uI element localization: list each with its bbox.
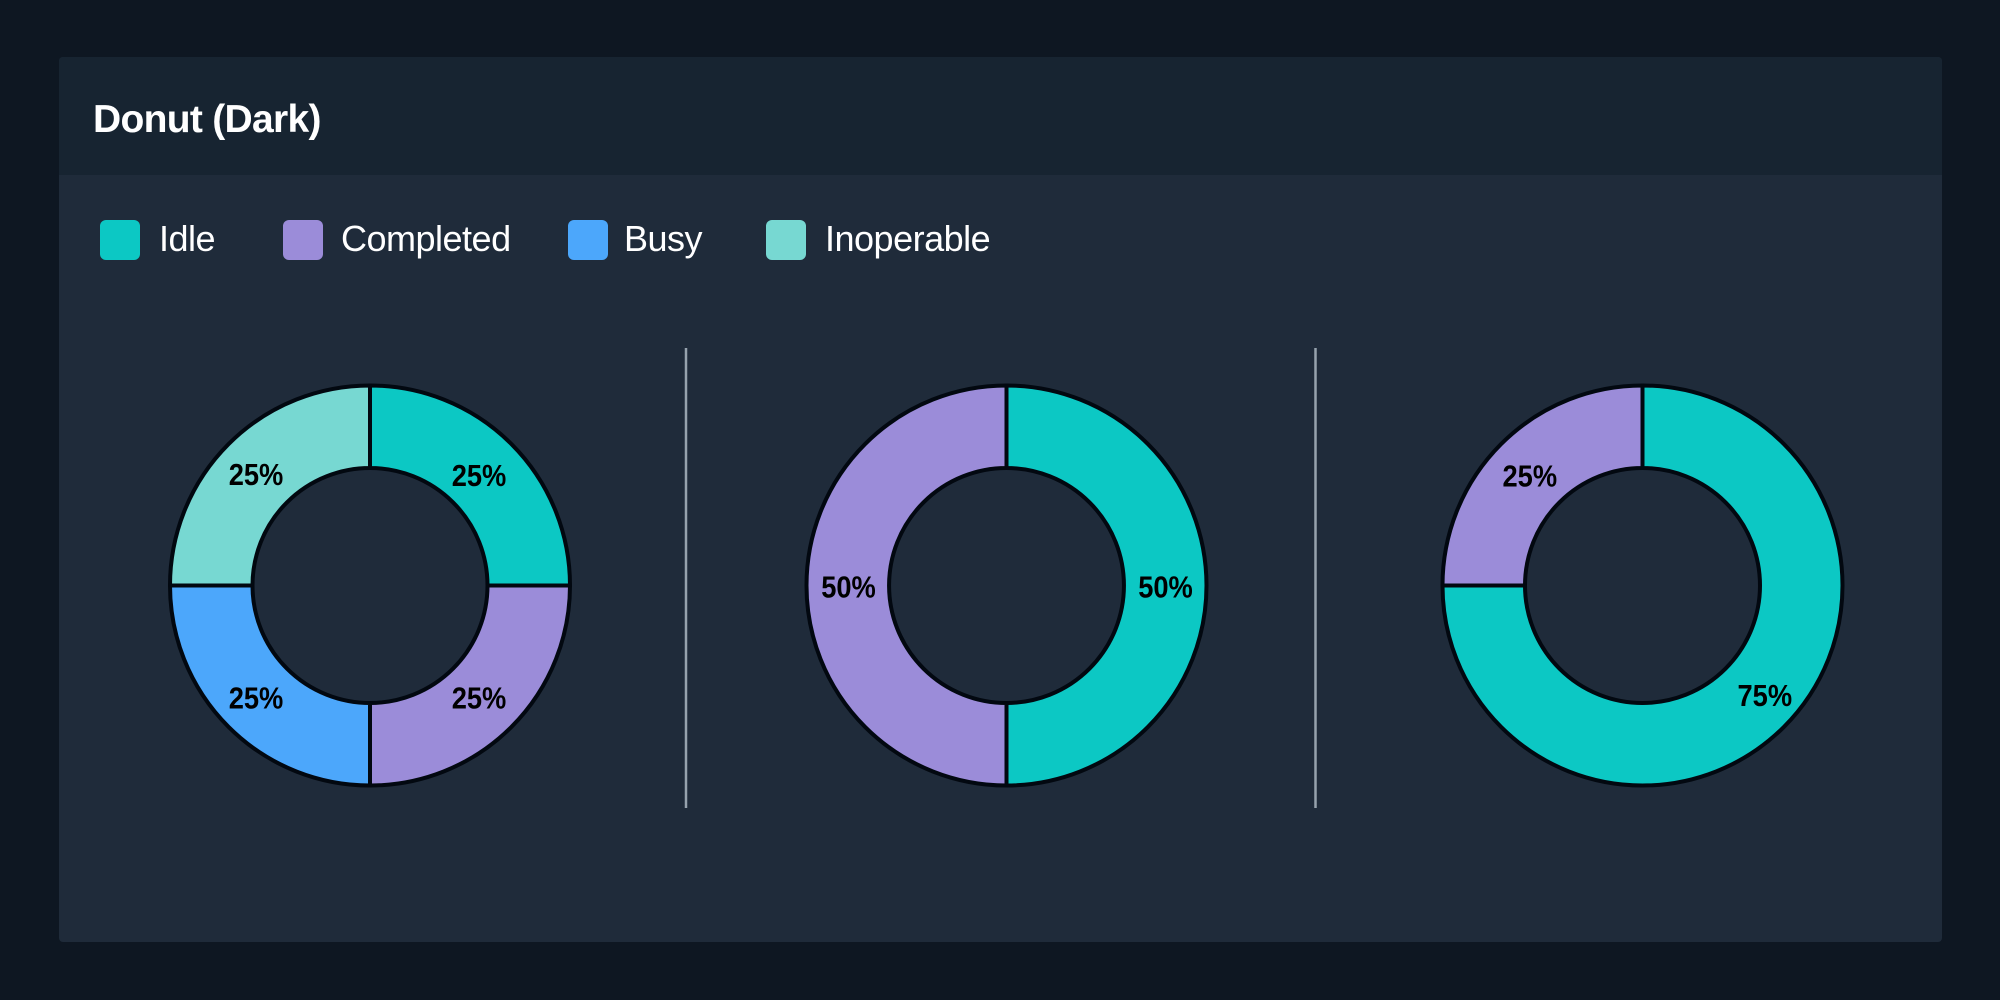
svg-text:50%: 50% [1138,571,1193,605]
svg-text:25%: 25% [452,459,507,493]
svg-text:50%: 50% [821,571,876,605]
svg-text:25%: 25% [229,682,284,716]
svg-text:25%: 25% [229,458,284,492]
svg-text:25%: 25% [1503,460,1558,494]
svg-text:75%: 75% [1738,679,1793,713]
svg-text:25%: 25% [452,682,507,716]
